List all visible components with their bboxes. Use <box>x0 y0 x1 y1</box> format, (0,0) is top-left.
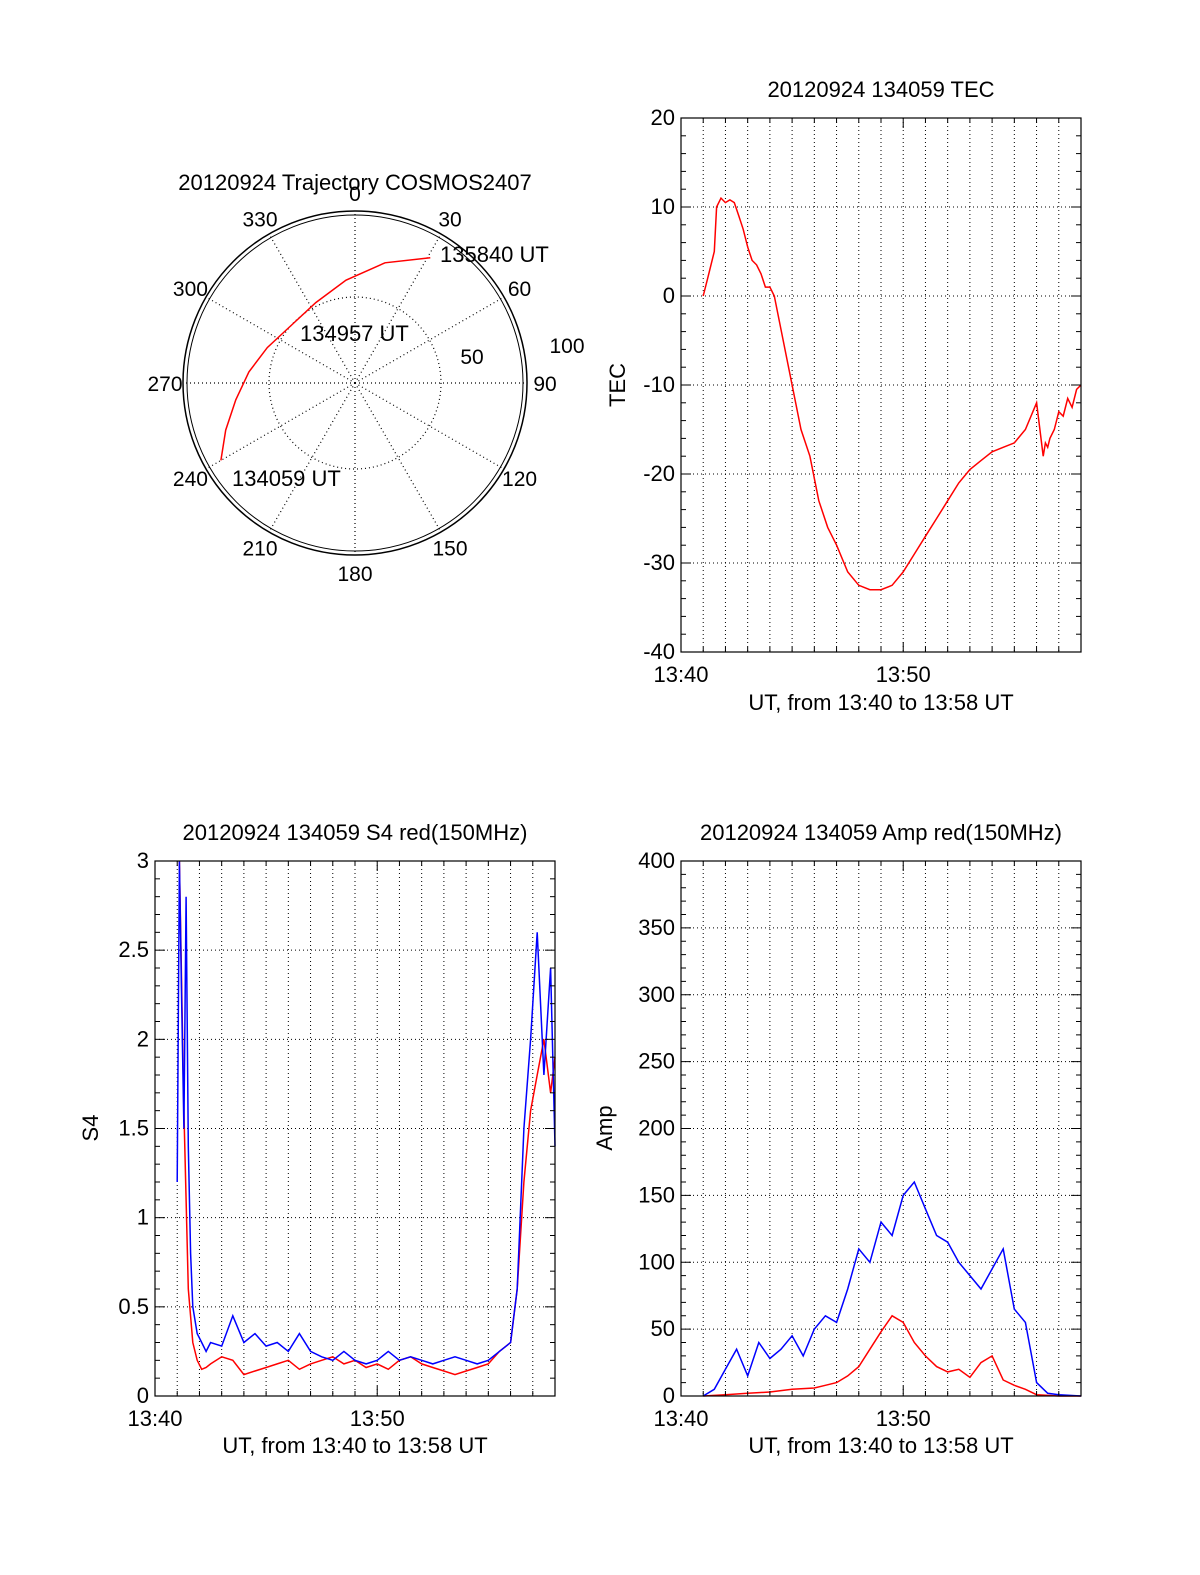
y-tick-label: -20 <box>643 461 675 486</box>
x-tick-label: 13:50 <box>350 1406 405 1431</box>
x-tick-label: 13:40 <box>653 1406 708 1431</box>
polar-angle-label: 330 <box>242 208 277 231</box>
polar-angle-label: 0 <box>349 183 361 206</box>
tec-xlabel: UT, from 13:40 to 13:58 UT <box>748 690 1013 715</box>
trajectory-chart: 20120924 Trajectory COSMOS2407 0 30 60 90 12… <box>147 170 584 586</box>
y-tick-label: 2.5 <box>118 937 149 962</box>
polar-angle-label: 30 <box>438 208 461 231</box>
y-tick-label: -40 <box>643 639 675 664</box>
x-tick-label: 13:40 <box>127 1406 182 1431</box>
trajectory-title: 20120924 Trajectory COSMOS2407 <box>178 170 531 195</box>
s4-title: 20120924 134059 S4 red(150MHz) <box>183 820 528 845</box>
y-tick-label: 400 <box>638 848 675 873</box>
y-tick-label: 350 <box>638 915 675 940</box>
y-tick-label: 2 <box>137 1026 149 1051</box>
polar-angle-label: 300 <box>173 278 208 301</box>
x-tick-label: 13:50 <box>876 662 931 687</box>
amp-ylabel: Amp <box>592 1105 617 1150</box>
s4-xlabel: UT, from 13:40 to 13:58 UT <box>222 1433 487 1458</box>
polar-radial-label: 50 <box>460 346 483 369</box>
series-line <box>703 1314 1081 1397</box>
y-tick-label: 150 <box>638 1182 675 1207</box>
s4-chart: 20120924 134059 S4 red(150MHz) UT, from … <box>78 820 556 1458</box>
polar-angle-label: 150 <box>432 538 467 561</box>
polar-angle-label: 210 <box>242 538 277 561</box>
polar-angle-label: 240 <box>173 468 208 491</box>
y-tick-label: -10 <box>643 372 675 397</box>
polar-spoke <box>354 296 505 384</box>
polar-angle-label: 120 <box>502 468 537 491</box>
y-tick-label: 250 <box>638 1049 675 1074</box>
x-tick-label: 13:40 <box>653 662 708 687</box>
y-tick-label: 3 <box>137 848 149 873</box>
amp-chart: 20120924 134059 Amp red(150MHz) UT, from… <box>592 820 1082 1458</box>
trajectory-line <box>220 256 431 461</box>
series-line <box>176 860 556 1365</box>
polar-spoke <box>205 382 356 470</box>
polar-radial-label: 100 <box>549 335 584 358</box>
x-tick-label: 13:50 <box>876 1406 931 1431</box>
tec-title: 20120924 134059 TEC <box>767 77 994 102</box>
polar-spoke <box>354 382 442 533</box>
y-tick-label: 200 <box>638 1116 675 1141</box>
polar-spoke <box>354 233 442 384</box>
polar-spoke <box>354 382 505 470</box>
polar-angle-label: 270 <box>147 373 182 396</box>
y-tick-label: 0 <box>663 1383 675 1408</box>
amp-title: 20120924 134059 Amp red(150MHz) <box>700 820 1062 845</box>
y-tick-label: 100 <box>638 1249 675 1274</box>
series-line <box>178 860 556 1376</box>
amp-xlabel: UT, from 13:40 to 13:58 UT <box>748 1433 1013 1458</box>
series-line <box>702 1180 1082 1397</box>
polar-outer-ring <box>182 210 528 556</box>
trajectory-mid-label: 134957 UT <box>300 321 409 346</box>
s4-ylabel: S4 <box>78 1115 103 1142</box>
polar-angle-label: 180 <box>337 563 372 586</box>
tec-chart: 20120924 134059 TEC UT, from 13:40 to 13… <box>605 77 1082 715</box>
trajectory-start-label: 134059 UT <box>232 466 341 491</box>
tec-ylabel: TEC <box>605 363 630 407</box>
series-line <box>702 196 1082 591</box>
y-tick-label: 1 <box>137 1205 149 1230</box>
y-tick-label: 10 <box>651 194 675 219</box>
y-tick-label: 50 <box>651 1316 675 1341</box>
y-tick-label: 1.5 <box>118 1116 149 1141</box>
polar-spoke <box>205 296 356 384</box>
trajectory-end-label: 135840 UT <box>440 242 549 267</box>
polar-angle-label: 90 <box>533 373 556 396</box>
polar-spoke <box>268 233 356 384</box>
polar-angle-label: 60 <box>508 278 531 301</box>
y-tick-label: 0 <box>663 283 675 308</box>
y-tick-label: 20 <box>651 105 675 130</box>
y-tick-label: 0 <box>137 1383 149 1408</box>
y-tick-label: 300 <box>638 982 675 1007</box>
y-tick-label: 0.5 <box>118 1294 149 1319</box>
polar-spoke <box>268 382 356 533</box>
polar-grid-circle <box>268 296 442 470</box>
y-tick-label: -30 <box>643 550 675 575</box>
